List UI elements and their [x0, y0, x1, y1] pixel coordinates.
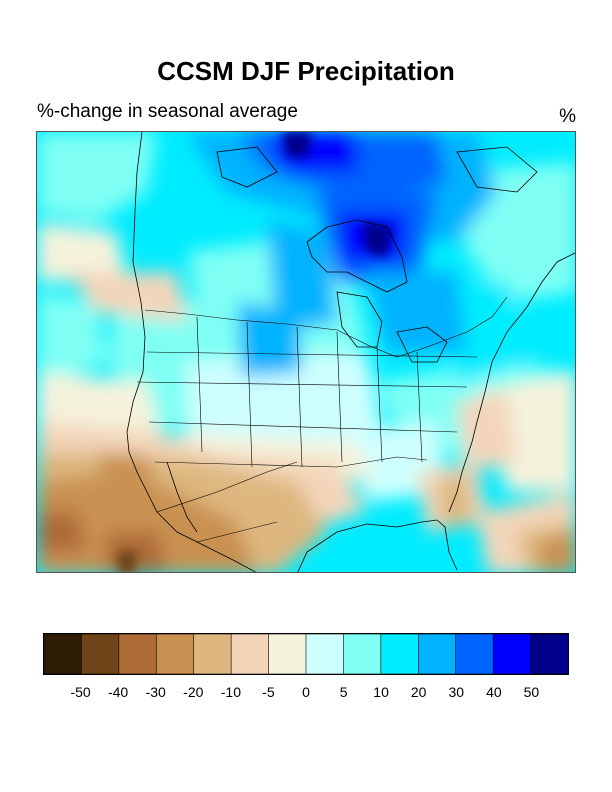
legend-swatch — [343, 634, 382, 674]
legend-tick-label: 30 — [448, 684, 465, 700]
legend-swatch — [417, 634, 457, 674]
legend-tick-label: -5 — [262, 684, 275, 700]
map-title: CCSM DJF Precipitation — [157, 56, 455, 86]
legend-tick-label: -50 — [70, 684, 91, 700]
legend-tick-label: 10 — [373, 684, 389, 700]
map-canvas — [37, 132, 575, 572]
color-legend — [43, 633, 569, 675]
legend-swatch — [530, 634, 568, 674]
color-legend-bar — [44, 634, 568, 674]
legend-tick-label: -20 — [183, 684, 204, 700]
political-borders — [136, 296, 508, 543]
coastlines — [126, 132, 575, 572]
legend-swatch — [305, 634, 345, 674]
precipitation-map — [36, 131, 576, 573]
legend-swatch — [380, 634, 420, 674]
unit-label: % — [559, 106, 576, 127]
field-contours — [37, 132, 575, 572]
legend-tick-label: 0 — [302, 684, 310, 700]
legend-swatch — [155, 634, 195, 674]
field-extremes — [117, 132, 392, 572]
legend-swatch — [193, 634, 232, 674]
legend-tick-label: 20 — [410, 684, 427, 700]
legend-swatch — [118, 634, 158, 674]
legend-tick-label: 40 — [486, 684, 502, 700]
legend-swatch — [44, 634, 83, 674]
legend-tick-label: -30 — [145, 684, 166, 700]
color-legend-ticks: -50 -40 -30 -20 -10 -5 0 5 10 20 30 40 50 — [43, 684, 569, 704]
legend-swatch — [492, 634, 532, 674]
legend-swatch — [230, 634, 270, 674]
legend-tick-label: 50 — [523, 684, 540, 700]
legend-tick-label: 5 — [339, 684, 348, 700]
map-subtitle: %-change in seasonal average — [37, 101, 298, 122]
legend-tick-label: -10 — [220, 684, 242, 700]
legend-swatch — [81, 634, 120, 674]
legend-swatch — [455, 634, 494, 674]
legend-swatch — [268, 634, 307, 674]
legend-tick-label: -40 — [107, 684, 129, 700]
